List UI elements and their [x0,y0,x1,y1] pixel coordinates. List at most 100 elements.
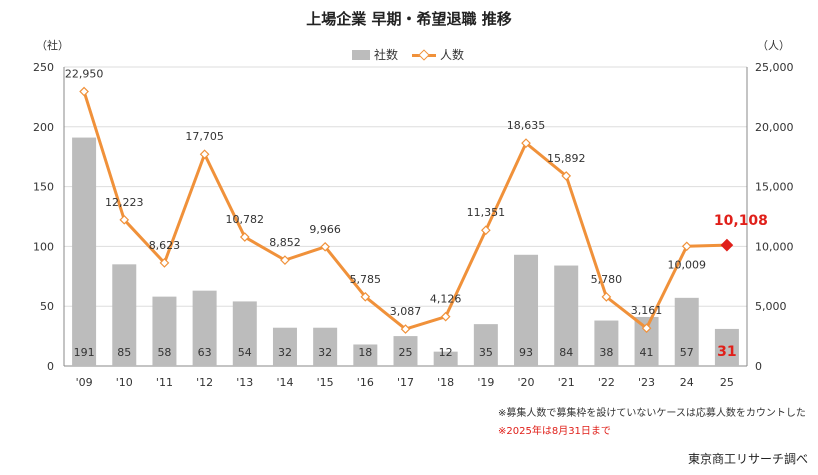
line-marker [159,258,170,268]
x-tick-label: '20 [518,376,535,389]
x-tick-label: 25 [720,376,734,389]
x-tick-label: '12 [196,376,213,389]
right-tick-label: 5,000 [755,300,787,313]
x-tick-label: '16 [357,376,374,389]
bar-value-label: 58 [157,346,171,359]
bar [313,327,338,366]
bar [112,264,137,366]
line-marker [239,232,250,242]
line-marker [561,171,572,181]
line-value-label: 10,108 [714,213,768,229]
bar-value-label: 12 [439,346,453,359]
bar-value-label: 63 [198,346,212,359]
line-value-label: 5,780 [591,273,623,286]
right-tick-label: 10,000 [755,240,794,253]
note-2: ※2025年は8月31日まで [498,426,611,437]
line-marker [681,241,692,252]
bar [192,290,217,366]
bar-value-label: 32 [318,346,332,359]
bar [433,351,458,366]
line-marker [521,138,531,148]
line-marker [119,214,130,225]
bar-value-label: 84 [559,346,573,359]
bar-value-label: 54 [238,346,252,359]
x-tick-label: '21 [558,376,575,389]
bar [393,336,418,366]
legend: 社数 人数 [352,46,464,63]
line-value-label: 22,950 [65,68,104,81]
bar-value-label: 57 [680,346,694,359]
line-marker [601,292,612,302]
left-tick-label: 150 [33,181,54,194]
line-value-label: 3,161 [631,304,663,317]
line-value-label: 5,785 [350,273,382,286]
left-tick-label: 250 [33,61,54,74]
line-value-label: 3,087 [390,305,422,318]
x-tick-label: '23 [638,376,655,389]
x-tick-label: '11 [156,376,173,389]
line-value-label: 8,852 [269,236,301,249]
bar [473,324,498,366]
line-value-label: 17,705 [185,130,224,143]
legend-bar-swatch [352,49,370,60]
line-value-label: 9,966 [309,223,341,236]
x-tick-label: '10 [116,376,133,389]
line-marker [199,149,210,160]
line-marker [720,238,734,252]
bar-value-label: 18 [358,346,372,359]
line-value-label: 15,892 [547,152,586,165]
x-tick-label: '13 [236,376,253,389]
line-marker [481,225,491,236]
right-tick-label: 15,000 [755,181,794,194]
bar [272,327,297,366]
line-value-label: 12,223 [105,196,144,209]
line-value-label: 10,009 [667,258,706,271]
right-axis-unit: （人） [757,39,790,52]
bar [714,328,739,366]
left-tick-label: 100 [33,240,54,253]
bar [72,137,97,366]
x-tick-label: '18 [437,376,454,389]
bar-value-label: 31 [717,344,736,360]
bar-value-label: 32 [278,346,292,359]
bar-value-label: 85 [117,346,131,359]
left-tick-label: 200 [33,121,54,134]
legend-line-swatch [412,50,437,60]
bar [554,265,579,366]
x-tick-label: 24 [680,376,694,389]
bar-value-label: 191 [74,346,95,359]
line-value-label: 8,623 [149,239,181,252]
line-marker [320,241,330,252]
line-marker [440,311,451,322]
right-tick-label: 20,000 [755,121,794,134]
bar [232,301,257,366]
bar-value-label: 38 [599,346,613,359]
bar-value-label: 25 [399,346,413,359]
source-credit: 東京商工リサーチ調べ [687,452,808,466]
note-1: ※募集人数で募集枠を設けていないケースは応募人数をカウントした [498,408,806,419]
line-marker [280,255,290,265]
bar-value-label: 35 [479,346,493,359]
right-tick-label: 0 [755,360,762,373]
legend-line-label: 人数 [440,48,465,62]
line-value-label: 11,351 [467,206,506,219]
x-tick-label: '22 [598,376,615,389]
right-tick-label: 25,000 [755,61,794,74]
bar-value-label: 41 [640,346,654,359]
left-axis-unit: （社） [36,39,69,52]
line-value-label: 4,126 [430,293,462,306]
chart-title: 上場企業 早期・希望退職 推移 [306,10,512,28]
bar [594,320,619,366]
x-tick-label: '15 [317,376,334,389]
line-marker [360,291,371,302]
line-value-label: 10,782 [226,213,265,226]
line-marker [400,324,411,334]
x-tick-label: '19 [477,376,494,389]
x-tick-label: '17 [397,376,414,389]
x-tick-label: '09 [76,376,93,389]
legend-bar-label: 社数 [374,48,399,62]
line-value-label: 18,635 [507,119,546,132]
left-tick-label: 50 [40,300,54,313]
bar [514,254,539,366]
bar [674,297,699,366]
